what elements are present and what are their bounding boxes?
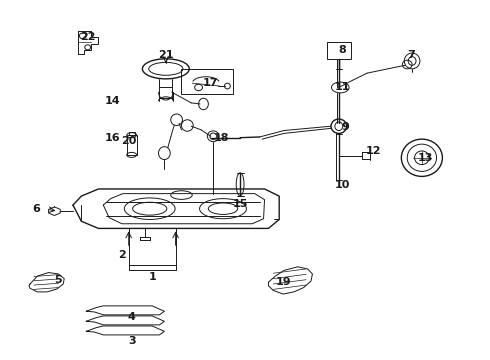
Text: 15: 15 xyxy=(232,199,248,210)
Bar xyxy=(127,135,137,155)
Text: 4: 4 xyxy=(128,312,136,322)
Text: 8: 8 xyxy=(339,45,346,55)
Text: 2: 2 xyxy=(118,250,126,260)
Text: 5: 5 xyxy=(54,275,62,285)
Text: 12: 12 xyxy=(365,146,381,156)
Text: 1: 1 xyxy=(148,272,156,282)
Text: 13: 13 xyxy=(418,153,434,163)
Text: 16: 16 xyxy=(104,133,120,143)
Text: 6: 6 xyxy=(32,204,40,215)
Text: 7: 7 xyxy=(407,50,415,60)
Text: 20: 20 xyxy=(121,136,136,146)
Text: 18: 18 xyxy=(214,133,229,143)
Bar xyxy=(327,41,350,59)
Text: 9: 9 xyxy=(341,122,349,132)
Text: 19: 19 xyxy=(275,277,291,287)
Text: 3: 3 xyxy=(128,336,135,346)
Text: 21: 21 xyxy=(158,50,173,60)
Bar xyxy=(129,132,135,135)
Text: 10: 10 xyxy=(335,180,350,190)
Bar xyxy=(180,69,233,94)
Text: 22: 22 xyxy=(80,32,96,41)
Text: 14: 14 xyxy=(104,96,120,106)
Text: 17: 17 xyxy=(203,78,219,88)
Text: 11: 11 xyxy=(335,82,350,92)
